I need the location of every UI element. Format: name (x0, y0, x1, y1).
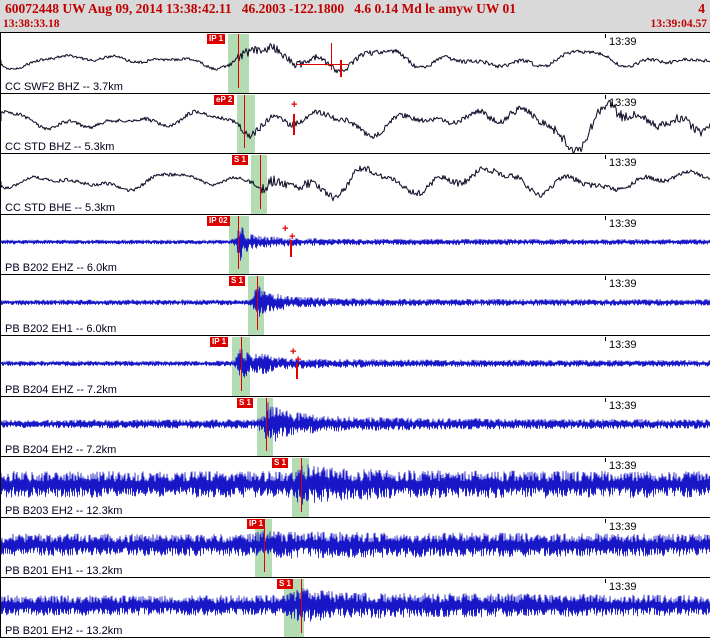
waveform-canvas[interactable] (1, 95, 710, 153)
pick-line[interactable] (301, 579, 302, 633)
minute-tick (605, 458, 606, 462)
station-channel-label: PB B204 EH2 -- 7.2km (5, 444, 117, 456)
station-channel-label: PB B201 EH2 -- 13.2km (5, 625, 123, 637)
minute-tick (605, 337, 606, 341)
amplitude-cross-marker[interactable]: + (291, 98, 298, 111)
trace-panel[interactable]: S 1 13:39 PB B202 EH1 -- 6.0km (1, 274, 710, 335)
pick-flag[interactable]: S 1 (232, 155, 249, 165)
amplitude-cross-marker[interactable]: + (289, 230, 296, 243)
minute-tick (605, 155, 606, 159)
trace-panel[interactable]: eP 2 +13:39 CC STD BHZ -- 5.3km (1, 93, 710, 153)
coda-duration-line[interactable] (297, 63, 348, 65)
trace-panel[interactable]: IP 1 + +13:39 PB B204 EHZ -- 7.2km (1, 335, 710, 396)
waveform-canvas[interactable] (1, 579, 710, 637)
pick-flag[interactable]: IP 1 (210, 337, 229, 347)
amplitude-cross-marker[interactable]: + (282, 223, 289, 236)
pick-line[interactable] (244, 95, 245, 148)
trace-panel[interactable]: IP 1 13:39 CC SWF2 BHZ -- 3.7km (1, 32, 710, 93)
pick-flag[interactable]: S 1 (237, 398, 254, 408)
minute-tick (605, 579, 606, 583)
pick-flag[interactable]: S 1 (277, 579, 294, 589)
minute-tick (605, 519, 606, 523)
pick-line[interactable] (260, 155, 261, 209)
station-channel-label: PB B201 EH1 -- 13.2km (5, 565, 123, 577)
waveform-canvas[interactable] (1, 398, 710, 456)
minute-time-label: 13:39 (609, 36, 637, 48)
station-channel-label: CC STD BHE -- 5.3km (5, 202, 116, 214)
minute-tick (605, 276, 606, 280)
event-header: 60072448 UW Aug 09, 2014 13:38:42.11 46.… (0, 0, 710, 18)
minute-time-label: 13:39 (609, 97, 637, 109)
amplitude-bar-marker[interactable] (340, 59, 342, 77)
pick-flag[interactable]: IP 02 (207, 216, 230, 226)
minute-time-label: 13:39 (609, 218, 637, 230)
minute-time-label: 13:39 (609, 521, 637, 533)
waveform-canvas[interactable] (1, 458, 710, 517)
waveform-canvas[interactable] (1, 519, 710, 577)
waveform-canvas[interactable] (1, 216, 710, 274)
pick-line[interactable] (257, 276, 258, 330)
window-start-time: 13:38:33.18 (3, 18, 60, 30)
station-channel-label: CC SWF2 BHZ -- 3.7km (5, 81, 123, 93)
trace-area: IP 1 13:39 CC SWF2 BHZ -- 3.7km eP 2 +13:39 C… (0, 32, 710, 638)
pick-line[interactable] (264, 519, 265, 572)
minute-tick (605, 398, 606, 402)
station-channel-label: PB B202 EH1 -- 6.0km (5, 323, 117, 335)
minute-time-label: 13:39 (609, 339, 637, 351)
pick-flag[interactable]: IP 1 (247, 519, 266, 529)
minute-time-label: 13:39 (609, 581, 637, 593)
amplitude-cross-marker[interactable]: + (295, 354, 302, 367)
minute-time-label: 13:39 (609, 157, 637, 169)
station-channel-label: PB B204 EHZ -- 7.2km (5, 384, 117, 396)
trace-panel[interactable]: S 1 13:39 CC STD BHE -- 5.3km (1, 153, 710, 214)
minute-tick (605, 95, 606, 99)
pick-line[interactable] (241, 337, 242, 391)
amplitude-bar-marker[interactable] (296, 363, 298, 379)
pick-line[interactable] (301, 458, 302, 512)
minute-time-label: 13:39 (609, 278, 637, 290)
event-header-right: 4 (698, 1, 705, 16)
trace-panel[interactable]: S 1 13:39 PB B203 EH2 -- 12.3km (1, 456, 710, 517)
waveform-canvas[interactable] (1, 276, 710, 335)
station-channel-label: CC STD BHZ -- 5.3km (5, 141, 115, 153)
pick-flag[interactable]: S 1 (229, 276, 246, 286)
amplitude-bar-marker[interactable] (290, 240, 292, 257)
pick-line[interactable] (266, 398, 267, 451)
amplitude-bar-marker[interactable] (293, 113, 295, 135)
event-summary: 60072448 UW Aug 09, 2014 13:38:42.11 46.… (5, 1, 517, 16)
waveform-canvas[interactable] (1, 337, 710, 396)
pick-line[interactable] (238, 34, 239, 88)
pick-line[interactable] (238, 216, 239, 269)
pick-flag[interactable]: S 1 (272, 458, 289, 468)
minute-tick (605, 34, 606, 38)
trace-panel[interactable]: S 1 13:39 PB B201 EH2 -- 13.2km (1, 577, 710, 638)
time-window-bar: 13:38:33.18 13:39:04.57 (0, 18, 710, 32)
trace-panel[interactable]: IP 02 + +13:39 PB B202 EHZ -- 6.0km (1, 214, 710, 274)
coda-marker-line[interactable] (331, 42, 332, 70)
trace-panel[interactable]: IP 1 13:39 PB B201 EH1 -- 13.2km (1, 517, 710, 577)
minute-tick (605, 216, 606, 220)
station-channel-label: PB B202 EHZ -- 6.0km (5, 262, 117, 274)
waveform-canvas[interactable] (1, 155, 710, 214)
pick-flag[interactable]: IP 1 (207, 34, 226, 44)
waveform-canvas[interactable] (1, 34, 710, 93)
amplitude-cross-marker[interactable]: + (290, 346, 297, 359)
station-channel-label: PB B203 EH2 -- 12.3km (5, 505, 123, 517)
minute-time-label: 13:39 (609, 400, 637, 412)
trace-panel[interactable]: S 1 13:39 PB B204 EH2 -- 7.2km (1, 396, 710, 456)
minute-time-label: 13:39 (609, 460, 637, 472)
pick-flag[interactable]: eP 2 (214, 95, 235, 105)
window-end-time: 13:39:04.57 (650, 18, 707, 30)
